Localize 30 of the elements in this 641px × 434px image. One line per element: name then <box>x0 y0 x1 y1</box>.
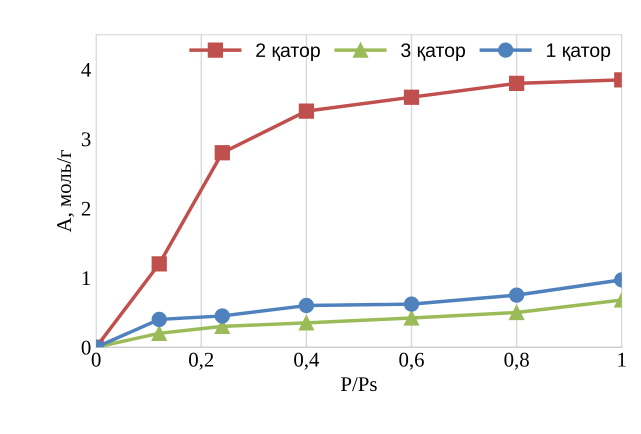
point <box>509 304 524 320</box>
y-tick-label: 2 <box>82 202 90 216</box>
legend-label: 3 қатор <box>401 43 465 61</box>
x-tick-label: 1 <box>618 352 626 367</box>
point <box>404 296 420 312</box>
x-tick-label: 0 <box>92 352 101 367</box>
point <box>298 315 314 331</box>
point <box>214 145 230 160</box>
point <box>404 310 420 326</box>
point <box>152 256 167 272</box>
point <box>404 90 420 105</box>
legend-label: 2 қатор <box>256 43 320 61</box>
point <box>214 308 230 324</box>
point <box>152 326 167 341</box>
x-tick-label: 0,6 <box>399 352 424 370</box>
x-tick-label: 0,8 <box>504 352 529 370</box>
y-tick-label: 4 <box>81 62 91 77</box>
y-axis-title: A, моль/г <box>57 150 74 232</box>
point <box>152 312 167 328</box>
point <box>298 103 314 119</box>
x-tick-label: 0,4 <box>294 352 320 370</box>
point <box>509 76 524 91</box>
legend-label: 1 қатор <box>547 44 610 61</box>
y-tick-label: 1 <box>82 271 90 285</box>
x-tick-label: 0,2 <box>189 352 214 370</box>
point <box>509 287 524 303</box>
x-axis-title: P/Ps <box>341 377 377 392</box>
point <box>298 298 314 314</box>
y-tick-label: 0 <box>82 340 90 355</box>
y-tick-label: 3 <box>82 132 90 146</box>
